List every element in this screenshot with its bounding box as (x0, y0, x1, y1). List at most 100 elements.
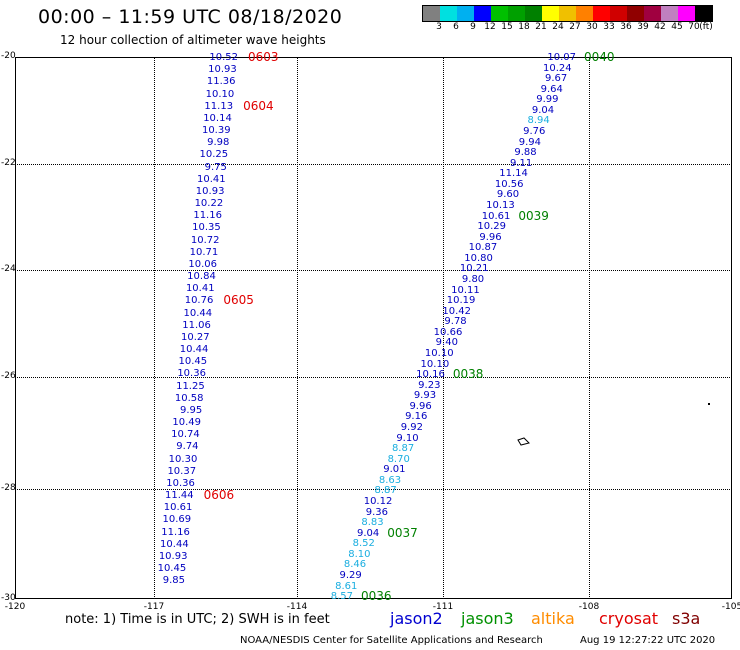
wave-height-value: 9.76 (523, 125, 546, 137)
wave-height-value: 8.94 (527, 115, 550, 127)
wave-height-value: 9.92 (400, 421, 423, 433)
wave-height-value: 9.10 (396, 432, 419, 444)
satellite-legend-jason2: jason2 (390, 609, 443, 628)
wave-height-value: 10.74 (171, 429, 200, 441)
wave-height-value: 9.80 (461, 273, 485, 285)
parallel-line (15, 489, 732, 490)
wave-height-value: 11.16 (193, 210, 222, 222)
wave-height-value: 10.10 (420, 358, 450, 370)
color-legend-ticks: 3 6 9 12 15 18 21 24 27 30 33 36 39 42 45 70 (ft) (422, 22, 740, 34)
legend-tick-label: 15 (501, 22, 513, 32)
legend-swatch (491, 6, 508, 21)
pass-time-label: 0039 (518, 208, 549, 223)
wave-height-value: 10.87 (468, 242, 498, 254)
wave-height-value: 9.93 (413, 390, 437, 402)
legend-swatch (508, 6, 525, 21)
wave-height-value: 10.45 (178, 356, 208, 368)
wave-height-value: 9.67 (544, 73, 568, 85)
wave-height-value: 10.44 (160, 538, 189, 550)
wave-height-value: 8.87 (374, 485, 397, 497)
legend-swatch (661, 6, 678, 21)
wave-height-value: 8.87 (391, 443, 415, 455)
wave-height-value: 9.85 (162, 575, 185, 587)
wave-height-value: 8.46 (343, 559, 367, 571)
wave-height-value: 8.52 (352, 538, 375, 550)
map-frame (15, 57, 732, 599)
wave-height-value: 10.25 (199, 149, 229, 161)
legend-swatch (559, 6, 576, 21)
wave-height-value: 10.36 (166, 477, 195, 489)
wave-height-value: 10.56 (494, 178, 524, 190)
wave-height-value: 9.78 (444, 316, 467, 328)
legend-tick-label: 30 (586, 22, 598, 32)
wave-height-value: 10.19 (446, 295, 476, 307)
wave-height-value: 10.11 (451, 284, 480, 296)
wave-height-value: 9.96 (479, 231, 502, 243)
wave-height-value: 10.93 (158, 550, 188, 562)
legend-tick-label: 18 (518, 22, 530, 32)
legend-swatch (525, 6, 542, 21)
parallel-line (15, 377, 732, 378)
color-legend (422, 5, 713, 22)
wave-height-value: 10.93 (195, 185, 225, 197)
wave-height-value: 10.42 (442, 305, 472, 317)
legend-tick-label: 21 (535, 22, 547, 32)
wave-height-value: 11.14 (499, 168, 528, 180)
generated-timestamp: Aug 19 12:27:22 UTC 2020 (580, 635, 716, 646)
wave-height-value: 8.70 (387, 453, 410, 465)
pass-time-label: 0606 (203, 488, 235, 503)
wave-height-value: 9.98 (207, 137, 230, 149)
legend-tick-label: 39 (637, 22, 649, 32)
wave-height-value: 10.76 (184, 295, 214, 307)
longitude-label: -117 (143, 602, 165, 612)
wave-height-value: 8.63 (378, 474, 402, 486)
wave-height-value: 9.11 (510, 157, 533, 169)
wave-height-value: 10.84 (187, 271, 216, 283)
legend-tick-label: 6 (453, 22, 459, 32)
wave-height-value: 10.22 (194, 198, 224, 210)
wave-height-value: 10.58 (174, 392, 204, 404)
wave-height-value: 9.64 (540, 83, 563, 95)
wave-height-value: 10.41 (185, 283, 215, 295)
latitude-label: -22 (1, 158, 16, 168)
latitude-label: -20 (1, 51, 16, 61)
legend-swatch (542, 6, 559, 21)
wave-height-value: 9.95 (179, 404, 203, 416)
legend-tick-label: 70 (688, 22, 700, 32)
wave-height-value: 10.45 (157, 563, 187, 575)
wave-height-value: 10.27 (181, 331, 210, 343)
legend-tick-label: 33 (603, 22, 615, 32)
wave-height-value: 8.57 (330, 591, 353, 603)
wave-height-value: 10.49 (172, 417, 202, 429)
wave-height-value: 10.44 (183, 307, 213, 319)
legend-tick-label: 3 (436, 22, 442, 32)
wave-height-value: 10.12 (363, 495, 393, 507)
wave-height-value: 10.61 (163, 502, 193, 514)
meridian-line (297, 57, 298, 599)
wave-height-value: 10.13 (486, 199, 515, 211)
wave-height-value: 9.99 (536, 94, 559, 106)
longitude-label: -111 (432, 602, 454, 612)
wave-height-value: 11.16 (161, 526, 190, 538)
wave-height-value: 9.04 (531, 104, 555, 116)
wave-height-value: 10.37 (167, 465, 197, 477)
pass-time-label: 0604 (243, 98, 274, 113)
page-title: 00:00 – 11:59 UTC 08/18/2020 (38, 6, 343, 28)
wave-height-value: 10.24 (542, 62, 572, 74)
wave-height-value: 9.60 (496, 189, 520, 201)
wave-height-value: 9.74 (176, 441, 199, 453)
legend-tick-label: 36 (620, 22, 632, 32)
legend-swatch (576, 6, 593, 21)
latitude-label: -26 (1, 371, 16, 381)
wave-height-value: 10.41 (197, 173, 226, 185)
footer-note: note: 1) Time is in UTC; 2) SWH is in fe… (65, 612, 330, 627)
wave-height-value: 9.96 (409, 400, 432, 412)
legend-swatch (440, 6, 457, 21)
legend-tick-label: 42 (654, 22, 666, 32)
satellite-legend-altika: altika (531, 609, 575, 628)
latitude-label: -30 (1, 593, 16, 603)
legend-tick-label: 24 (552, 22, 564, 32)
wave-height-value: 11.25 (176, 380, 205, 392)
wave-height-value: 9.36 (365, 506, 388, 518)
satellite-legend-jason3: jason3 (461, 609, 514, 628)
